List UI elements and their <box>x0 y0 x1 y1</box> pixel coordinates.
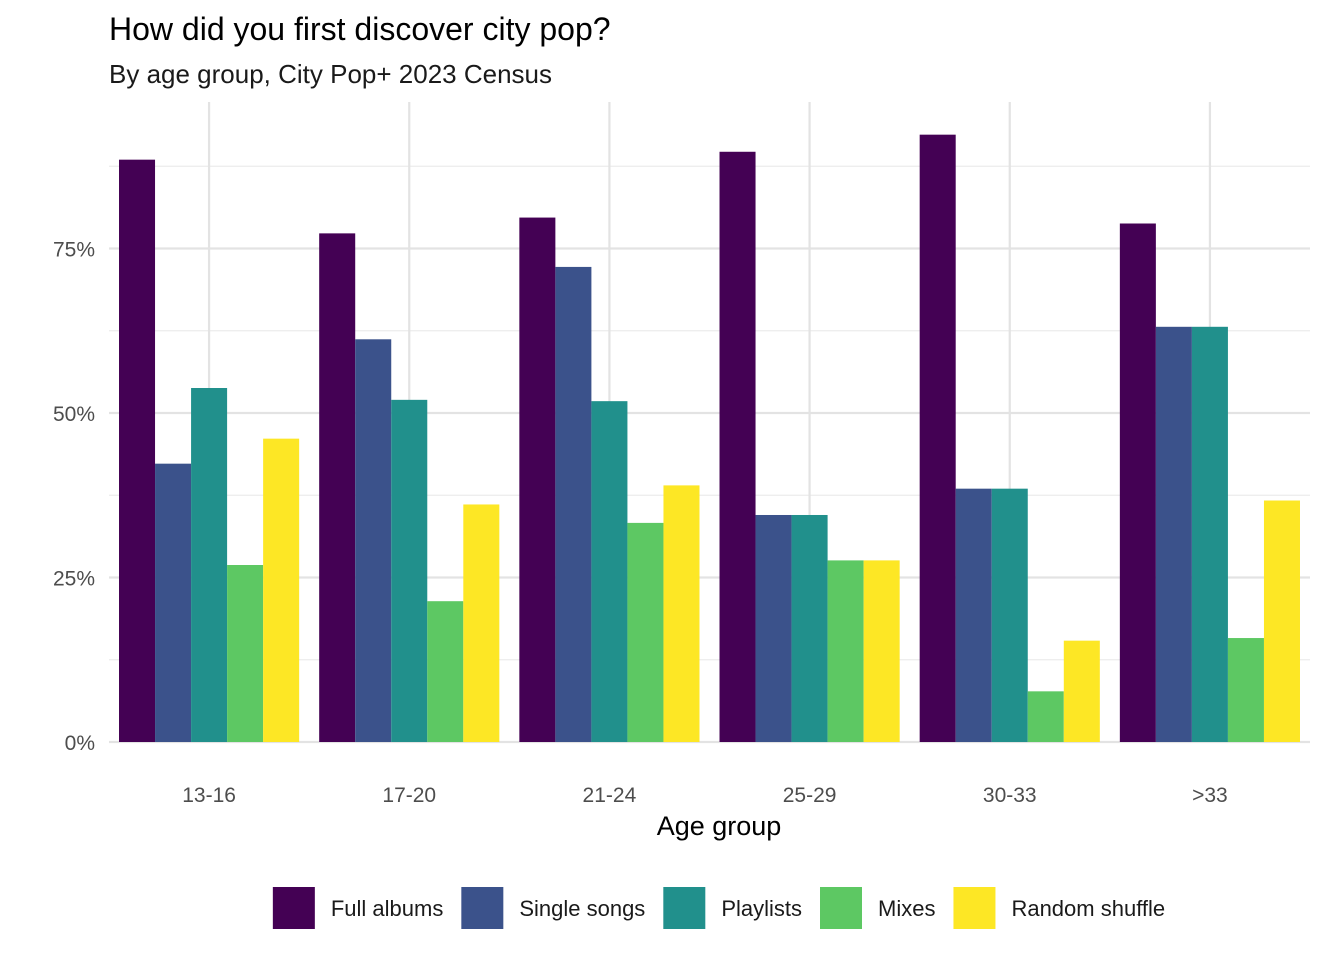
legend-key-single-songs <box>461 887 504 929</box>
x-tick-label: >33 <box>1192 784 1228 807</box>
y-tick-label: 0% <box>65 732 95 755</box>
legend-label-playlists: Playlists <box>721 896 802 921</box>
y-tick-label: 25% <box>53 568 95 591</box>
x-tick-label: 30-33 <box>983 784 1037 807</box>
bar-mixes-13-16 <box>227 565 264 742</box>
bar-full-albums-21-24 <box>519 217 556 742</box>
bar-mixes-21-24 <box>627 522 664 742</box>
bar-full-albums-13-16 <box>119 159 156 743</box>
bar-full-albums->33 <box>1119 223 1156 742</box>
chart-title: How did you first discover city pop? <box>109 11 611 47</box>
bar-mixes-17-20 <box>427 601 464 742</box>
y-tick-label: 50% <box>53 403 95 426</box>
bar-playlists-30-33 <box>991 488 1028 742</box>
y-tick-label: 75% <box>53 239 95 262</box>
bar-random-shuffle-25-29 <box>863 560 900 742</box>
bar-full-albums-17-20 <box>319 233 356 742</box>
x-tick-label: 17-20 <box>382 784 436 807</box>
bar-mixes->33 <box>1227 638 1264 742</box>
bar-random-shuffle-13-16 <box>263 438 300 742</box>
x-tick-label: 25-29 <box>783 784 837 807</box>
bar-single-songs-17-20 <box>355 339 392 742</box>
bar-single-songs-21-24 <box>555 266 592 742</box>
bar-playlists-17-20 <box>391 399 428 742</box>
bar-random-shuffle-30-33 <box>1063 640 1100 742</box>
bar-random-shuffle-21-24 <box>663 485 700 742</box>
legend-label-random-shuffle: Random shuffle <box>1011 896 1165 921</box>
x-tick-label: 21-24 <box>583 784 637 807</box>
legend-key-playlists <box>663 887 706 929</box>
legend-label-full-albums: Full albums <box>331 896 443 921</box>
bar-single-songs-13-16 <box>155 463 192 742</box>
bar-random-shuffle-17-20 <box>463 504 500 742</box>
bar-full-albums-30-33 <box>919 134 956 743</box>
bar-playlists-25-29 <box>791 514 828 742</box>
bar-playlists-13-16 <box>191 388 228 742</box>
legend-key-random-shuffle <box>953 887 996 929</box>
y-axis-ticks: 0% 25% 50% 75% <box>53 239 95 756</box>
legend-key-full-albums <box>272 887 315 929</box>
x-axis-title: Age group <box>657 811 782 841</box>
legend-label-single-songs: Single songs <box>519 896 645 921</box>
bar-mixes-30-33 <box>1027 691 1064 742</box>
legend-label-mixes: Mixes <box>878 896 935 921</box>
bar-playlists->33 <box>1191 326 1228 742</box>
x-tick-label: 13-16 <box>182 784 236 807</box>
bar-mixes-25-29 <box>827 560 864 742</box>
bar-single-songs-25-29 <box>755 514 792 742</box>
bar-random-shuffle->33 <box>1263 500 1300 742</box>
legend-key-mixes <box>820 887 862 929</box>
legend: Full albums Single songs Playlists Mixes Ran… <box>272 887 1165 929</box>
bar-single-songs-30-33 <box>955 488 992 742</box>
bar-single-songs->33 <box>1155 326 1192 742</box>
bars <box>119 134 1300 743</box>
bar-playlists-21-24 <box>591 401 628 742</box>
chart-subtitle: By age group, City Pop+ 2023 Census <box>109 59 552 89</box>
bar-full-albums-25-29 <box>719 151 756 742</box>
x-axis-ticks: 13-16 17-20 21-24 25-29 30-33 >33 <box>182 784 1228 807</box>
